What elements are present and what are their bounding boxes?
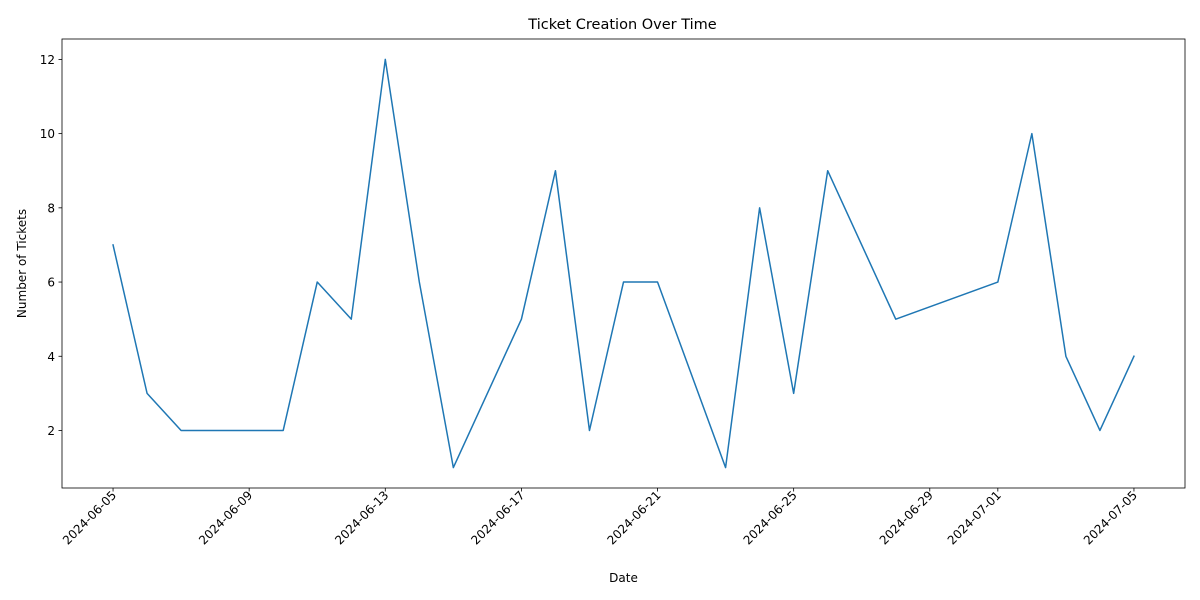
y-tick-label: 6 [47,276,55,290]
y-axis: 2 4 6 8 10 12 [40,53,62,438]
y-tick-label: 12 [40,53,55,67]
y-tick-label: 2 [47,424,55,438]
y-tick-label: 8 [47,201,55,215]
y-tick-label: 10 [40,127,55,141]
plot-frame [61,38,1186,489]
series-line [112,58,1135,469]
x-axis-label: Date [609,571,638,585]
y-axis-label: Number of Tickets [15,209,29,318]
chart-title: Ticket Creation Over Time [527,17,717,33]
y-tick-label: 4 [47,350,55,364]
